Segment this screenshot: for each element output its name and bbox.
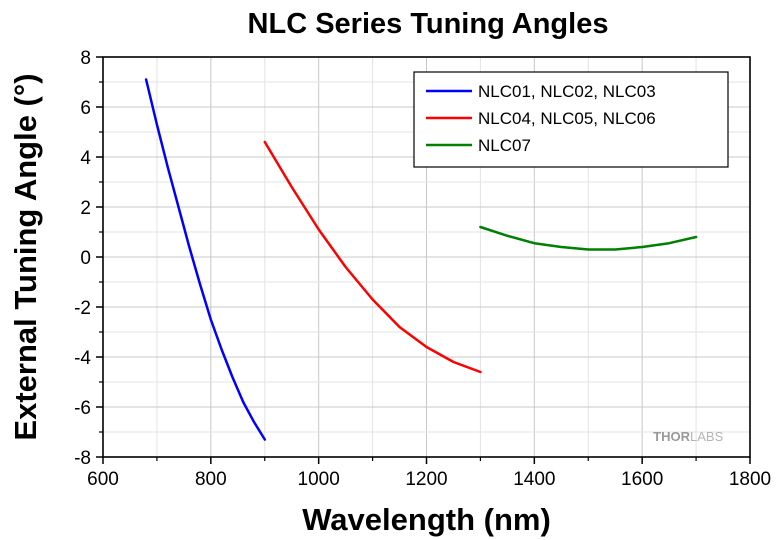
x-tick-labels: 600 800 1000 1200 1400 1600 1800 (87, 469, 771, 490)
x-tick-label: 800 (195, 469, 227, 490)
legend: NLC01, NLC02, NLC03 NLC04, NLC05, NLC06 NL… (413, 71, 729, 168)
legend-box (413, 71, 729, 168)
watermark-bold-text: THOR (653, 429, 690, 444)
y-tick-label: -2 (74, 298, 91, 319)
x-tick-label: 600 (87, 469, 119, 490)
y-tick-label: 8 (80, 48, 91, 69)
x-tick-label: 1200 (405, 469, 447, 490)
y-tick-label: 0 (80, 248, 91, 269)
y-axis-label: External Tuning Angle (°) (8, 73, 43, 440)
legend-label-2: NLC04, NLC05, NLC06 (478, 109, 656, 128)
y-tick-label: 4 (80, 148, 91, 169)
axis-ticks (96, 56, 751, 464)
x-tick-label: 1000 (298, 469, 340, 490)
y-tick-label: -4 (74, 348, 91, 369)
y-tick-label: 6 (80, 98, 91, 119)
y-tick-label: -6 (74, 398, 91, 419)
thorlabs-watermark: THOR LABS (653, 429, 723, 444)
series-group (144, 78, 698, 441)
y-tick-label: -8 (74, 448, 91, 469)
x-tick-label: 1600 (621, 469, 663, 490)
x-tick-label: 1400 (513, 469, 555, 490)
x-tick-label: 1800 (729, 469, 771, 490)
y-tick-labels: -8 -6 -4 -2 0 2 4 6 8 (74, 48, 91, 469)
chart-title: NLC Series Tuning Angles (248, 8, 609, 40)
x-axis-label: Wavelength (nm) (302, 502, 551, 537)
series-line-2 (263, 140, 482, 374)
legend-label-1: NLC01, NLC02, NLC03 (478, 82, 656, 101)
y-tick-label: 2 (80, 198, 91, 219)
series-line-3 (479, 225, 698, 251)
watermark-light-text: LABS (690, 429, 724, 444)
series-line-1 (144, 78, 267, 441)
legend-label-3: NLC07 (478, 136, 531, 155)
